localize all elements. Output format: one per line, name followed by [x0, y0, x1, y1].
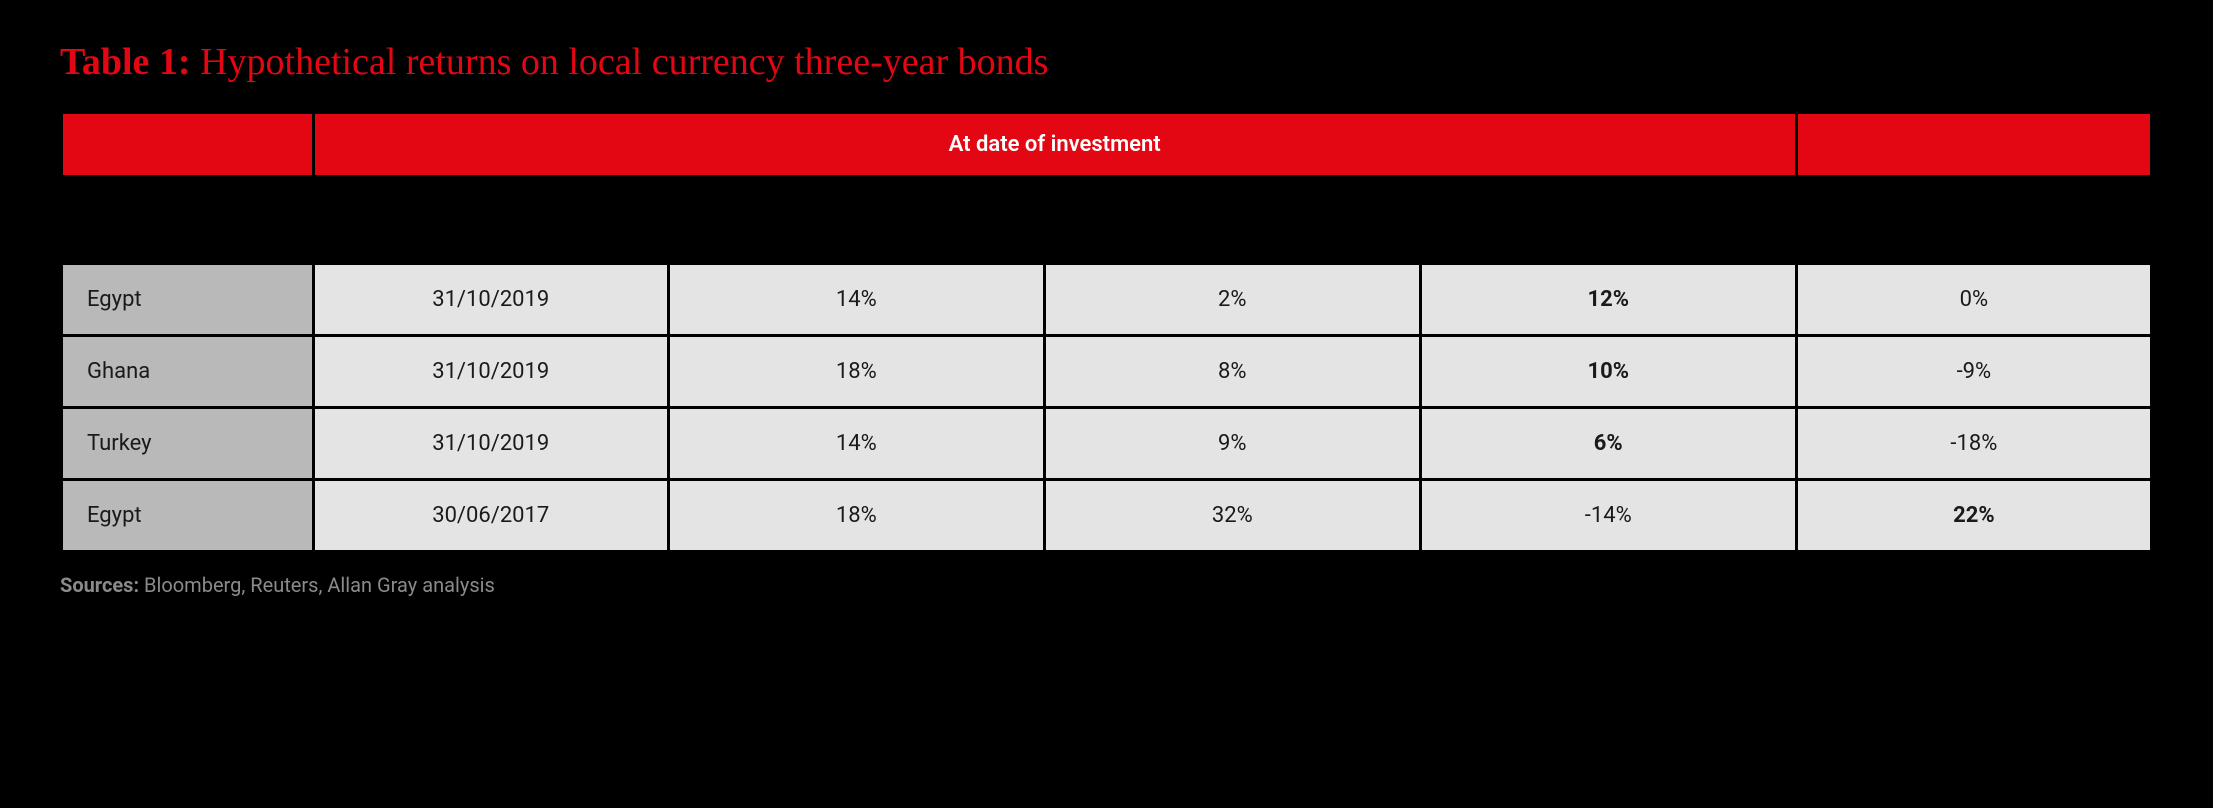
value-cell: 12% [1422, 265, 1795, 337]
date-cell: 31/10/2019 [315, 409, 667, 481]
value-cell: 14% [670, 409, 1043, 481]
header-blank-2 [1798, 114, 2150, 175]
value-cell: 22% [1798, 481, 2150, 553]
subheader-cell [315, 175, 667, 265]
value-cell: 18% [670, 337, 1043, 409]
date-cell: 31/10/2019 [315, 337, 667, 409]
subheader-cell [1798, 175, 2150, 265]
header-row: At date of investment [63, 114, 2150, 175]
value-cell: 10% [1422, 337, 1795, 409]
value-cell: 9% [1046, 409, 1419, 481]
table-row: Turkey31/10/201914%9%6%-18% [63, 409, 2150, 481]
date-cell: 31/10/2019 [315, 265, 667, 337]
country-cell: Turkey [63, 409, 312, 481]
table-title: Table 1: Hypothetical returns on local c… [60, 40, 2153, 84]
country-cell: Egypt [63, 265, 312, 337]
value-cell: -14% [1422, 481, 1795, 553]
subheader-cell [670, 175, 1043, 265]
title-prefix: Table 1: [60, 41, 191, 83]
table-row: Ghana31/10/201918%8%10%-9% [63, 337, 2150, 409]
value-cell: -9% [1798, 337, 2150, 409]
value-cell: 18% [670, 481, 1043, 553]
sources-label: Sources: [60, 573, 139, 597]
table-row: Egypt30/06/201718%32%-14%22% [63, 481, 2150, 553]
value-cell: 0% [1798, 265, 2150, 337]
sources-text: Bloomberg, Reuters, Allan Gray analysis [144, 573, 495, 597]
value-cell: 14% [670, 265, 1043, 337]
value-cell: 2% [1046, 265, 1419, 337]
value-cell: 32% [1046, 481, 1419, 553]
subheader-cell [1422, 175, 1795, 265]
header-blank-1 [63, 114, 312, 175]
subheader-row [63, 175, 2150, 265]
country-cell: Egypt [63, 481, 312, 553]
title-text: Hypothetical returns on local currency t… [200, 41, 1048, 83]
value-cell: -18% [1798, 409, 2150, 481]
value-cell: 8% [1046, 337, 1419, 409]
subheader-cell [1046, 175, 1419, 265]
returns-table: At date of investment Egypt31/10/201914%… [60, 114, 2153, 553]
table-row: Egypt31/10/201914%2%12%0% [63, 265, 2150, 337]
value-cell: 6% [1422, 409, 1795, 481]
country-cell: Ghana [63, 337, 312, 409]
date-cell: 30/06/2017 [315, 481, 667, 553]
subheader-cell [63, 175, 312, 265]
header-group-label: At date of investment [315, 114, 1795, 175]
sources-line: Sources: Bloomberg, Reuters, Allan Gray … [60, 573, 2153, 597]
